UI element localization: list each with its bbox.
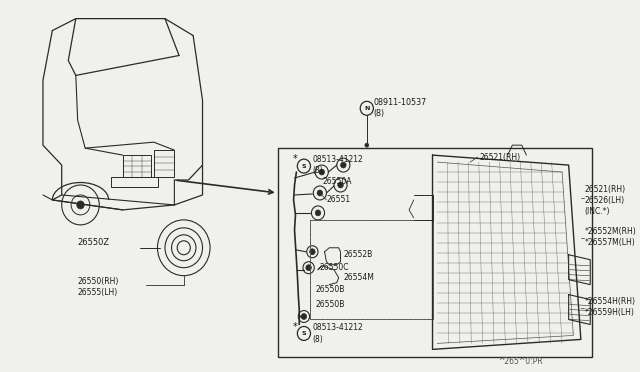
- Text: 26555(LH): 26555(LH): [77, 288, 118, 297]
- Circle shape: [315, 210, 321, 216]
- Circle shape: [338, 182, 343, 188]
- Circle shape: [310, 249, 315, 255]
- Bar: [310, 220, 433, 320]
- Text: S: S: [301, 164, 306, 169]
- Text: (8): (8): [312, 335, 323, 344]
- Text: (8): (8): [373, 109, 385, 118]
- Circle shape: [340, 162, 346, 168]
- Text: 26551: 26551: [326, 195, 351, 205]
- Circle shape: [306, 265, 312, 271]
- Text: 26550B: 26550B: [315, 285, 344, 294]
- Text: (8): (8): [312, 166, 323, 174]
- Text: 26550Z: 26550Z: [77, 238, 110, 247]
- Text: 26521(RH): 26521(RH): [584, 186, 626, 195]
- Text: 26554M: 26554M: [343, 273, 374, 282]
- Text: 08911-10537: 08911-10537: [373, 98, 427, 107]
- Bar: [123, 155, 151, 177]
- Bar: [310, 220, 433, 320]
- Text: 26552B: 26552B: [343, 250, 372, 259]
- Text: 26521(RH): 26521(RH): [479, 153, 520, 161]
- Text: S: S: [301, 331, 306, 336]
- Text: 08513-41212: 08513-41212: [312, 323, 363, 332]
- Text: *: *: [292, 323, 298, 333]
- Text: N: N: [364, 106, 369, 111]
- Text: *26557M(LH): *26557M(LH): [584, 238, 636, 247]
- Bar: [154, 150, 174, 177]
- Bar: [111, 177, 159, 187]
- Circle shape: [77, 201, 84, 209]
- Text: ^265^0:PR: ^265^0:PR: [499, 357, 543, 366]
- Text: *: *: [292, 154, 298, 164]
- Text: 26550(RH): 26550(RH): [77, 277, 119, 286]
- Circle shape: [317, 190, 323, 196]
- Text: 26526(LH): 26526(LH): [584, 196, 625, 205]
- Circle shape: [319, 169, 324, 175]
- Text: 08513-41212: 08513-41212: [312, 155, 363, 164]
- Text: *26554H(RH): *26554H(RH): [584, 297, 636, 306]
- Circle shape: [301, 314, 307, 320]
- Text: 26550A: 26550A: [323, 177, 352, 186]
- Text: (INC.*): (INC.*): [584, 208, 610, 217]
- Bar: [278, 148, 592, 357]
- Text: *26552M(RH): *26552M(RH): [584, 227, 636, 236]
- Text: 26550C: 26550C: [320, 263, 349, 272]
- Text: *26559H(LH): *26559H(LH): [584, 308, 634, 317]
- Circle shape: [365, 143, 369, 147]
- Text: 26550B: 26550B: [315, 300, 344, 309]
